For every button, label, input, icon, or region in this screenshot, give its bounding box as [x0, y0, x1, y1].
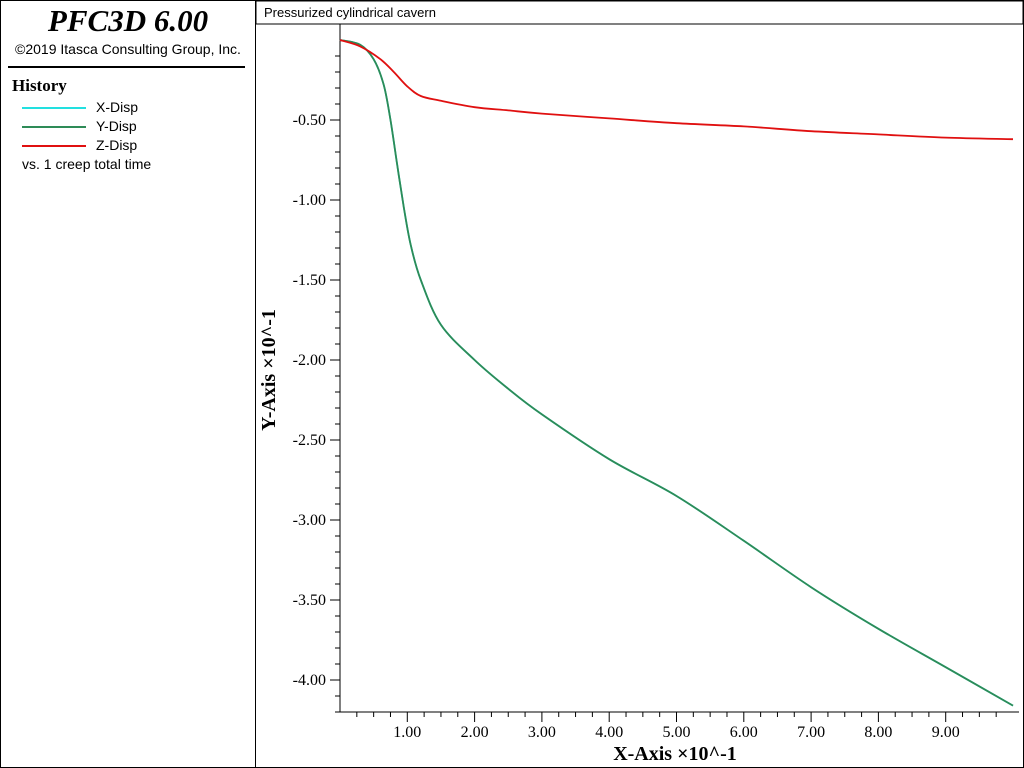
y-tick-label: -1.00	[293, 192, 326, 209]
legend-swatch-z-disp	[22, 145, 86, 147]
x-tick-label: 1.00	[393, 724, 421, 741]
y-tick-label: -2.00	[293, 352, 326, 369]
series-line-z-disp	[339, 39, 1014, 141]
legend-swatch-x-disp	[22, 107, 86, 109]
copyright-text: ©2019 Itasca Consulting Group, Inc.	[15, 41, 241, 57]
y-tick-label: -3.50	[293, 592, 326, 609]
history-note: vs. 1 creep total time	[22, 156, 152, 172]
y-axis-label: Y-Axis ×10^-1	[258, 309, 280, 431]
app-title: PFC3D 6.00	[47, 3, 209, 38]
x-tick-label: 3.00	[528, 724, 556, 741]
x-tick-label: 5.00	[663, 724, 691, 741]
x-tick-label: 4.00	[595, 724, 623, 741]
x-tick-label: 2.00	[461, 724, 489, 741]
legend-label-x-disp: X-Disp	[96, 99, 139, 115]
x-tick-label: 7.00	[797, 724, 825, 741]
history-heading: History	[12, 76, 67, 95]
y-tick-label: -1.50	[293, 272, 326, 289]
x-tick-label: 8.00	[864, 724, 892, 741]
y-tick-label: -3.00	[293, 512, 326, 529]
y-tick-label: -0.50	[293, 112, 326, 129]
chart-title: Pressurized cylindrical cavern	[264, 5, 436, 20]
x-tick-label: 9.00	[932, 724, 960, 741]
series-layer	[339, 39, 1014, 707]
y-tick-label: -2.50	[293, 432, 326, 449]
title-divider	[8, 66, 245, 68]
series-line-x-disp	[339, 39, 1014, 707]
history-panel: PFC3D 6.00 ©2019 Itasca Consulting Group…	[0, 0, 256, 767]
legend-label-z-disp: Z-Disp	[96, 137, 138, 153]
y-tick-label: -4.00	[293, 672, 326, 689]
legend-label-y-disp: Y-Disp	[96, 118, 137, 134]
series-line-y-disp	[339, 39, 1014, 707]
x-tick-label: 6.00	[730, 724, 758, 741]
x-axis-label: X-Axis ×10^-1	[613, 743, 737, 765]
axes-layer: 1.00 2.00 3.00 4.00 5.00 6.00 7.00 8.00 9.00 -0.5…	[293, 24, 1019, 741]
legend-swatch-y-disp	[22, 126, 86, 128]
